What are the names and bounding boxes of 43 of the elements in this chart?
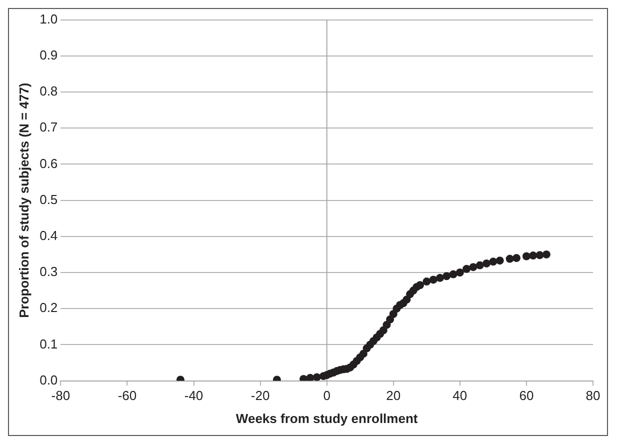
y-tick-label: 1.0 <box>40 11 58 26</box>
point <box>436 274 444 282</box>
point <box>476 261 484 270</box>
point <box>489 258 498 266</box>
x-tick-label: 20 <box>386 388 401 404</box>
point <box>312 373 321 381</box>
x-tick-label: -60 <box>118 388 137 404</box>
y-tick-label: 0.6 <box>40 156 58 171</box>
y-tick-label: 0.0 <box>40 372 58 388</box>
y-tick-label: 0.7 <box>40 120 58 135</box>
y-tick-label: 0.9 <box>40 47 58 62</box>
point <box>442 272 451 280</box>
x-tick-label: 60 <box>519 388 534 404</box>
point <box>506 254 514 263</box>
y-axis-title: Proportion of study subjects (N = 477) <box>16 82 32 318</box>
point <box>529 252 538 260</box>
x-tick-label: -80 <box>51 388 70 404</box>
point <box>456 268 464 276</box>
point <box>462 264 471 273</box>
x-tick-label: 80 <box>586 388 600 404</box>
point <box>300 374 308 381</box>
x-axis-title: Weeks from study enrollment <box>236 410 418 426</box>
point <box>522 252 530 260</box>
y-tick-label: 0.3 <box>40 264 58 280</box>
x-tick-label: -20 <box>250 388 270 404</box>
point <box>416 281 424 290</box>
point <box>429 276 438 284</box>
y-tick-label: 0.8 <box>40 84 58 99</box>
point <box>306 374 314 381</box>
point <box>542 250 550 258</box>
y-tick-label: 0.5 <box>40 192 58 207</box>
point <box>512 254 520 262</box>
point <box>482 259 491 268</box>
x-tick-label: -40 <box>184 388 204 404</box>
y-tick-label: 0.2 <box>40 300 58 316</box>
point <box>449 270 458 278</box>
y-tick-label: 0.4 <box>40 228 58 243</box>
point <box>469 263 478 272</box>
x-tick-label: 0 <box>323 388 330 404</box>
y-tick-label: 0.1 <box>40 336 58 352</box>
x-tick-label: 40 <box>452 388 468 404</box>
point <box>422 278 431 286</box>
point <box>496 256 504 265</box>
